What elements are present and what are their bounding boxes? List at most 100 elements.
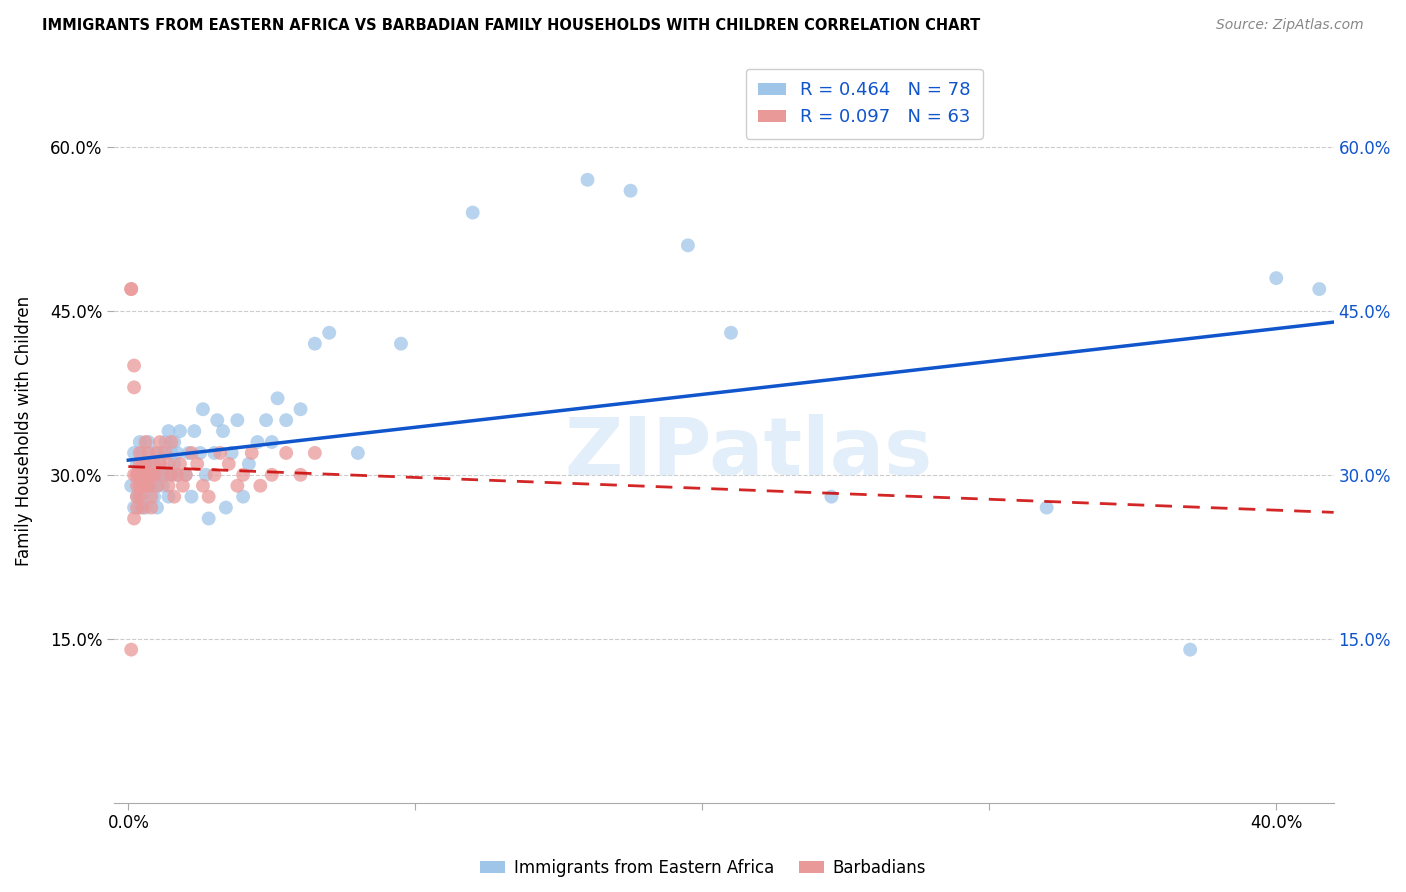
- Point: [138, 435, 160, 450]
- Point: [122, 467, 145, 482]
- Point: [131, 479, 153, 493]
- Point: [128, 467, 150, 482]
- Point: [276, 446, 298, 460]
- Point: [246, 435, 269, 450]
- Point: [146, 500, 169, 515]
- Point: [125, 490, 148, 504]
- Point: [146, 479, 169, 493]
- Point: [135, 479, 157, 493]
- Point: [125, 457, 148, 471]
- Point: [204, 446, 226, 460]
- Point: [266, 392, 288, 406]
- Point: [128, 500, 150, 515]
- Point: [122, 511, 145, 525]
- Point: [204, 467, 226, 482]
- Point: [218, 457, 240, 471]
- Point: [135, 500, 157, 515]
- Point: [163, 457, 186, 471]
- Point: [318, 326, 340, 340]
- Point: [249, 479, 271, 493]
- Point: [157, 424, 180, 438]
- Point: [143, 467, 166, 482]
- Point: [720, 326, 742, 340]
- Point: [461, 205, 484, 219]
- Point: [194, 467, 217, 482]
- Point: [166, 446, 188, 460]
- Point: [180, 446, 202, 460]
- Point: [290, 402, 312, 417]
- Legend: R = 0.464   N = 78, R = 0.097   N = 63: R = 0.464 N = 78, R = 0.097 N = 63: [745, 69, 983, 139]
- Point: [155, 467, 177, 482]
- Y-axis label: Family Households with Children: Family Households with Children: [15, 296, 32, 566]
- Point: [1035, 500, 1057, 515]
- Point: [169, 424, 191, 438]
- Point: [226, 413, 249, 427]
- Point: [160, 446, 183, 460]
- Point: [576, 173, 599, 187]
- Point: [149, 467, 172, 482]
- Point: [141, 490, 163, 504]
- Point: [188, 446, 211, 460]
- Point: [304, 446, 326, 460]
- Text: Source: ZipAtlas.com: Source: ZipAtlas.com: [1216, 18, 1364, 32]
- Point: [120, 642, 142, 657]
- Point: [138, 457, 160, 471]
- Point: [157, 457, 180, 471]
- Point: [232, 490, 254, 504]
- Point: [197, 511, 219, 525]
- Point: [141, 500, 163, 515]
- Point: [131, 457, 153, 471]
- Point: [149, 457, 172, 471]
- Point: [146, 467, 169, 482]
- Point: [128, 479, 150, 493]
- Point: [212, 424, 235, 438]
- Point: [125, 490, 148, 504]
- Point: [141, 467, 163, 482]
- Point: [125, 500, 148, 515]
- Point: [141, 467, 163, 482]
- Point: [276, 413, 298, 427]
- Point: [131, 446, 153, 460]
- Point: [149, 435, 172, 450]
- Point: [143, 446, 166, 460]
- Point: [131, 500, 153, 515]
- Point: [120, 282, 142, 296]
- Point: [135, 435, 157, 450]
- Point: [389, 336, 412, 351]
- Point: [169, 457, 191, 471]
- Point: [128, 467, 150, 482]
- Text: IMMIGRANTS FROM EASTERN AFRICA VS BARBADIAN FAMILY HOUSEHOLDS WITH CHILDREN CORR: IMMIGRANTS FROM EASTERN AFRICA VS BARBAD…: [42, 18, 980, 33]
- Point: [180, 490, 202, 504]
- Point: [143, 467, 166, 482]
- Point: [135, 457, 157, 471]
- Point: [131, 490, 153, 504]
- Point: [138, 479, 160, 493]
- Point: [122, 359, 145, 373]
- Point: [226, 479, 249, 493]
- Point: [149, 457, 172, 471]
- Point: [125, 479, 148, 493]
- Point: [128, 446, 150, 460]
- Point: [676, 238, 699, 252]
- Point: [1308, 282, 1330, 296]
- Point: [1178, 642, 1201, 657]
- Point: [152, 467, 174, 482]
- Point: [254, 413, 277, 427]
- Point: [240, 446, 263, 460]
- Point: [160, 467, 183, 482]
- Point: [152, 479, 174, 493]
- Point: [157, 479, 180, 493]
- Point: [174, 467, 197, 482]
- Point: [619, 184, 641, 198]
- Point: [347, 446, 370, 460]
- Point: [135, 479, 157, 493]
- Point: [163, 435, 186, 450]
- Text: ZIPatlas: ZIPatlas: [564, 415, 932, 492]
- Point: [191, 479, 214, 493]
- Point: [172, 479, 194, 493]
- Point: [120, 282, 142, 296]
- Point: [122, 446, 145, 460]
- Point: [122, 380, 145, 394]
- Point: [260, 467, 283, 482]
- Point: [131, 467, 153, 482]
